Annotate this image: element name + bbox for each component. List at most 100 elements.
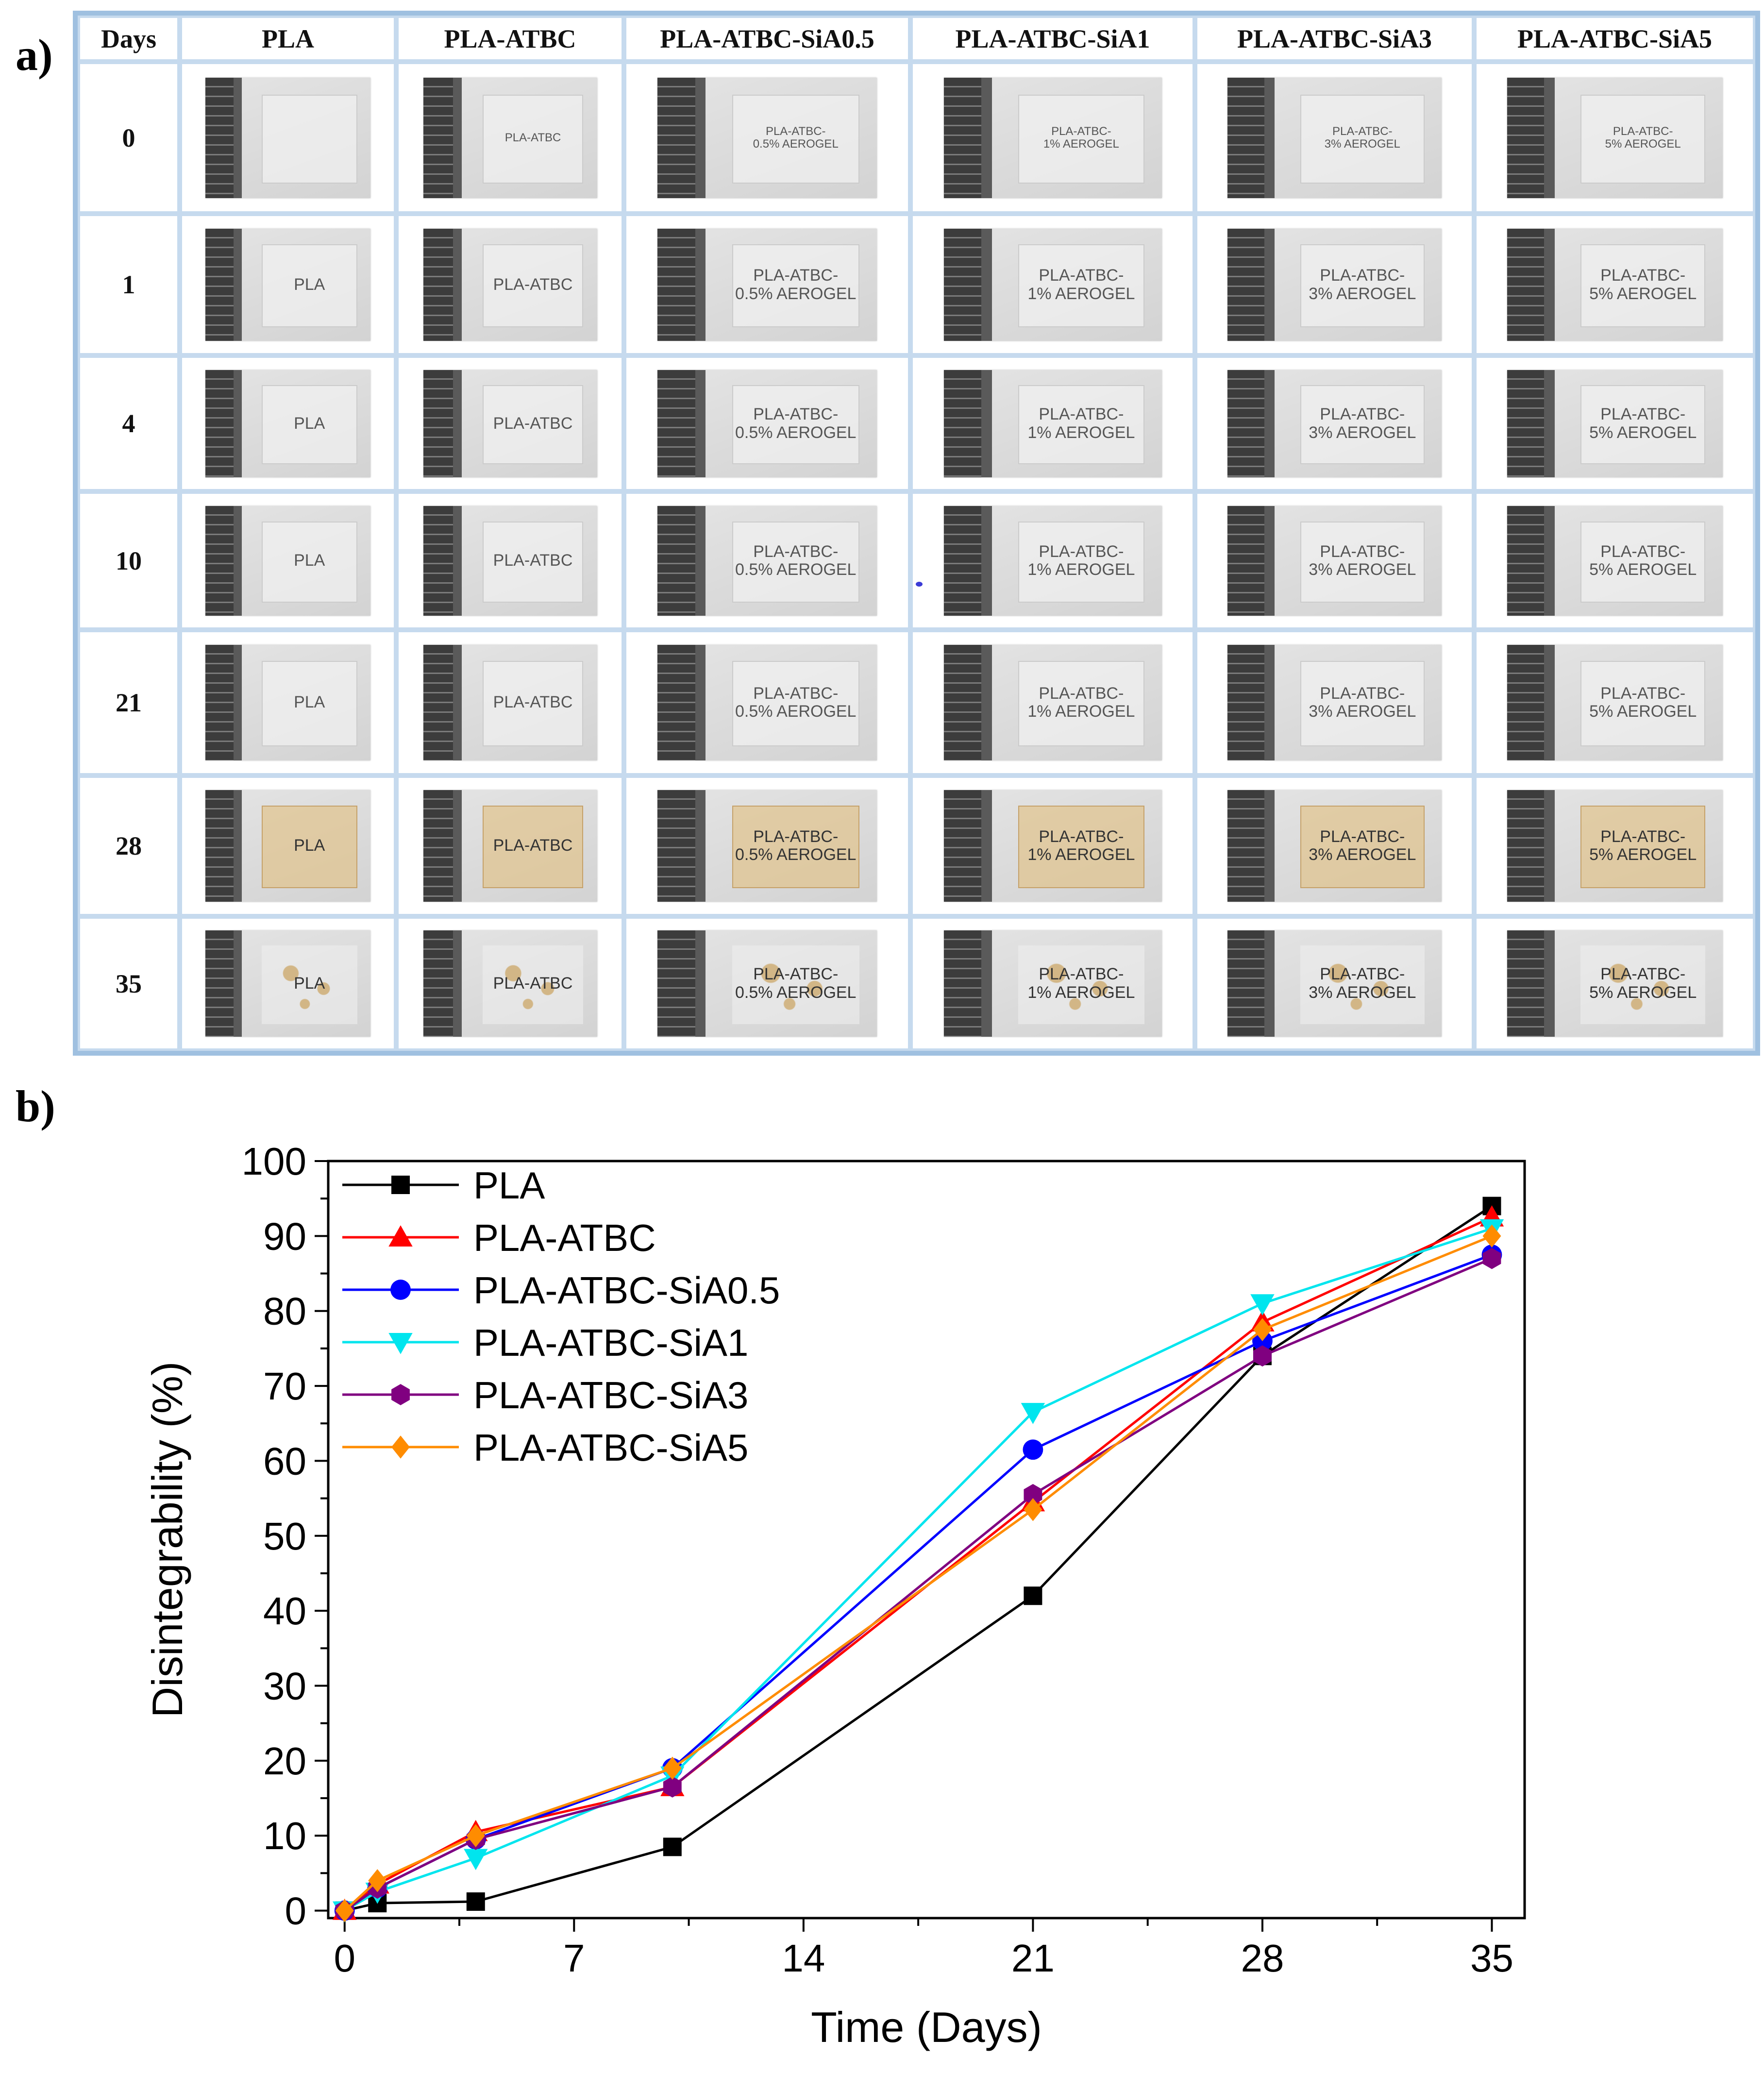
film-sample	[732, 94, 859, 184]
ruler	[423, 370, 462, 477]
series-line	[344, 1205, 1493, 1912]
sample-photo-label: PLA-ATBC- 0.5% AEROGEL	[735, 266, 857, 303]
sample-photo-label: PLA-ATBC- 1% AEROGEL	[1027, 684, 1135, 721]
ruler	[657, 645, 706, 760]
film-sample	[1580, 94, 1706, 184]
ruler	[1507, 370, 1555, 477]
y-tick-label: 50	[263, 1515, 306, 1558]
sample-photo-label: PLA-ATBC- 5% AEROGEL	[1589, 965, 1697, 1002]
sample-photo: PLA-ATBC- 3% AEROGEL	[1227, 790, 1442, 902]
film-sample	[1300, 521, 1425, 603]
ruler	[1227, 229, 1275, 341]
sample-photo-label: PLA-ATBC- 3% AEROGEL	[1309, 965, 1416, 1002]
sample-photo-label: PLA-ATBC- 5% AEROGEL	[1589, 266, 1697, 303]
sample-photo-cell: PLA-ATBC- 1% AEROGEL	[913, 216, 1193, 353]
data-point	[466, 1824, 485, 1847]
sample-photo-cell: PLA-ATBC- 0.5% AEROGEL	[626, 358, 908, 489]
sample-photo-cell: PLA-ATBC- 5% AEROGEL	[1477, 358, 1753, 489]
film-sample	[1018, 661, 1145, 747]
sample-photo-cell	[182, 64, 394, 211]
sample-photo: PLA-ATBC- 1% AEROGEL	[944, 78, 1162, 198]
sample-photo: PLA-ATBC- 5% AEROGEL	[1507, 645, 1723, 760]
sample-photo: PLA	[205, 370, 370, 477]
y-tick-label: 20	[263, 1739, 306, 1783]
sample-photo-label: PLA-ATBC	[493, 693, 573, 712]
sample-photo-label: PLA-ATBC- 0.5% AEROGEL	[735, 405, 857, 442]
sample-photo-cell: PLA-ATBC- 5% AEROGEL	[1477, 919, 1753, 1048]
day-label: 1	[80, 216, 177, 353]
day-label: 21	[80, 632, 177, 773]
sample-photo-cell: PLA-ATBC	[399, 358, 622, 489]
ruler	[423, 930, 462, 1037]
data-point	[1253, 1318, 1272, 1342]
sample-photo-label: PLA-ATBC- 5% AEROGEL	[1589, 405, 1697, 442]
film-sample	[1580, 521, 1706, 603]
sample-photo-cell: PLA-ATBC	[399, 919, 622, 1048]
film-sample	[262, 945, 357, 1024]
stray-dot	[916, 582, 923, 587]
sample-photo-label: PLA-ATBC- 0.5% AEROGEL	[735, 684, 857, 721]
sample-photo: PLA-ATBC- 0.5% AEROGEL	[657, 229, 877, 341]
sample-photo-cell: PLA	[182, 358, 394, 489]
sample-photo-cell: PLA-ATBC- 3% AEROGEL	[1197, 632, 1472, 773]
ruler	[1227, 78, 1275, 198]
sample-photo: PLA-ATBC- 0.5% AEROGEL	[657, 930, 877, 1037]
sample-photo-label: PLA-ATBC	[493, 551, 573, 570]
sample-photo: PLA-ATBC- 5% AEROGEL	[1507, 229, 1723, 341]
sample-photo-cell: PLA	[182, 494, 394, 627]
sample-photo: PLA-ATBC- 0.5% AEROGEL	[657, 790, 877, 902]
sample-photo-cell: PLA-ATBC- 1% AEROGEL	[913, 632, 1193, 773]
sample-photo-cell: PLA	[182, 778, 394, 914]
ruler	[205, 645, 242, 760]
sample-photo-label: PLA	[294, 414, 325, 433]
film-sample	[1300, 244, 1425, 328]
ruler	[1507, 930, 1555, 1037]
x-tick-label: 0	[334, 1937, 356, 1980]
legend-marker	[391, 1384, 410, 1405]
sample-photo: PLA-ATBC- 3% AEROGEL	[1227, 370, 1442, 477]
sample-photo: PLA-ATBC- 0.5% AEROGEL	[657, 370, 877, 477]
ruler	[657, 370, 706, 477]
sample-photo: PLA-ATBC- 1% AEROGEL	[944, 930, 1162, 1037]
ruler	[944, 370, 992, 477]
sample-photo: PLA-ATBC- 3% AEROGEL	[1227, 229, 1442, 341]
sample-photo-cell: PLA	[182, 632, 394, 773]
sample-photo-label: PLA-ATBC- 1% AEROGEL	[1027, 405, 1135, 442]
sample-photo-label: PLA	[294, 836, 325, 855]
sample-photo: PLA-ATBC- 3% AEROGEL	[1227, 930, 1442, 1037]
ruler	[1227, 370, 1275, 477]
film-sample	[1300, 806, 1425, 889]
data-point	[1250, 1294, 1275, 1315]
film-sample	[261, 521, 357, 603]
sample-photo-label: PLA-ATBC- 3% AEROGEL	[1309, 827, 1416, 864]
sample-photo-label: PLA-ATBC	[493, 275, 573, 294]
sample-photo-cell: PLA	[182, 919, 394, 1048]
sample-photo-label: PLA	[294, 275, 325, 294]
sample-photo-cell: PLA-ATBC- 5% AEROGEL	[1477, 216, 1753, 353]
sample-photo: PLA-ATBC	[423, 370, 597, 477]
data-point	[464, 1849, 488, 1871]
sample-header: PLA-ATBC	[399, 18, 622, 59]
sample-photo-cell: PLA-ATBC- 3% AEROGEL	[1197, 64, 1472, 211]
y-tick-label: 10	[263, 1814, 306, 1857]
y-tick-label: 30	[263, 1664, 306, 1707]
film-sample	[1580, 806, 1706, 889]
data-point	[1024, 1498, 1042, 1521]
legend-label: PLA-ATBC-SiA3	[473, 1374, 748, 1416]
film-sample	[1300, 94, 1425, 184]
sample-photo-cell: PLA-ATBC- 0.5% AEROGEL	[626, 494, 908, 627]
ruler	[657, 78, 706, 198]
sample-header: PLA-ATBC-SiA3	[1197, 18, 1472, 59]
ruler	[423, 78, 462, 198]
sample-photo: PLA-ATBC	[423, 78, 597, 198]
sample-photo-cell: PLA-ATBC- 0.5% AEROGEL	[626, 632, 908, 773]
sample-photo-cell: PLA-ATBC- 3% AEROGEL	[1197, 358, 1472, 489]
data-point	[663, 1837, 682, 1856]
ruler	[1227, 645, 1275, 760]
sample-photo-cell: PLA-ATBC- 0.5% AEROGEL	[626, 64, 908, 211]
film-sample	[482, 244, 584, 328]
sample-photo: PLA-ATBC- 1% AEROGEL	[944, 645, 1162, 760]
y-tick-label: 70	[263, 1365, 306, 1408]
ruler	[423, 506, 462, 616]
sample-photo-label: PLA-ATBC	[493, 974, 573, 993]
